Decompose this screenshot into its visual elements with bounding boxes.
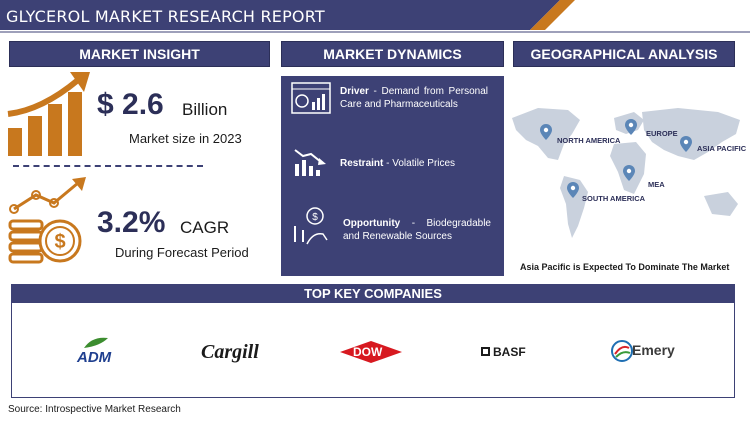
driver-label: Driver [340, 86, 369, 97]
opportunity-growth-icon: $ [294, 207, 328, 245]
location-pin-icon [567, 182, 579, 198]
restraint-description: - Volatile Prices [383, 158, 456, 169]
location-pin-icon [623, 165, 635, 181]
cagr-caption: During Forecast Period [115, 245, 249, 260]
dow-diamond-icon [340, 341, 402, 363]
market-size-value: $ 2.6 [97, 88, 164, 121]
location-pin-icon [625, 119, 637, 135]
header-banner: GLYCEROL MARKET RESEARCH REPORT [0, 0, 750, 34]
source-note: Source: Introspective Market Research [8, 404, 181, 415]
restraint-decline-icon [294, 149, 326, 176]
opportunity-label: Opportunity [343, 218, 401, 229]
company-logo-cargill: Cargill [201, 341, 259, 363]
company-logo-dow: DOW [353, 345, 383, 359]
insight-divider [13, 165, 203, 167]
market-size-caption: Market size in 2023 [129, 131, 242, 146]
svg-text:$: $ [54, 231, 65, 253]
basf-square-icon [481, 347, 490, 356]
company-logo-basf: BASF [493, 345, 526, 359]
driver-dashboard-icon [291, 82, 331, 114]
report-title: GLYCEROL MARKET RESEARCH REPORT [6, 7, 325, 26]
market-insight-heading: MARKET INSIGHT [9, 41, 270, 67]
company-logo-emery: Emery [632, 342, 675, 358]
svg-text:$: $ [312, 212, 318, 223]
coins-growth-icon: $ [8, 177, 86, 264]
driver-text: Driver - Demand from Personal Care and P… [340, 85, 488, 111]
adm-leaf-icon [84, 337, 108, 348]
region-label-south-america: SOUTH AMERICA [582, 194, 646, 203]
banner-shape [0, 0, 750, 33]
growth-chart-icon [7, 72, 90, 156]
market-dynamics-heading: MARKET DYNAMICS [281, 41, 504, 67]
restraint-label: Restraint [340, 158, 384, 169]
location-pin-icon [680, 136, 692, 152]
opportunity-description: - Biodegradable and Renewable Sources [343, 218, 491, 242]
region-label-north-america: NORTH AMERICA [557, 136, 621, 145]
restraint-text: Restraint - Volatile Prices [340, 157, 488, 170]
driver-description: - Demand from Personal Care and Pharmace… [340, 86, 488, 110]
market-size-unit: Billion [182, 100, 228, 119]
world-map [512, 108, 740, 238]
top-companies-heading: TOP KEY COMPANIES [11, 284, 735, 303]
opportunity-text: Opportunity - Biodegradable and Renewabl… [343, 217, 491, 243]
company-logo-adm: ADM [77, 349, 112, 366]
cagr-value: 3.2% [97, 206, 166, 239]
region-label-mea: MEA [648, 180, 665, 189]
location-pin-icon [540, 124, 552, 140]
emery-globe-icon [611, 340, 633, 362]
geo-caption: Asia Pacific is Expected To Dominate The… [520, 262, 730, 272]
geographical-analysis-heading: GEOGRAPHICAL ANALYSIS [513, 41, 735, 67]
companies-panel [11, 303, 735, 398]
cagr-unit: CAGR [180, 218, 230, 237]
region-label-europe: EUROPE [646, 129, 678, 138]
region-label-asia-pacific: ASIA PACIFIC [697, 144, 747, 153]
market-dynamics-panel: Driver - Demand from Personal Care and P… [281, 76, 504, 276]
